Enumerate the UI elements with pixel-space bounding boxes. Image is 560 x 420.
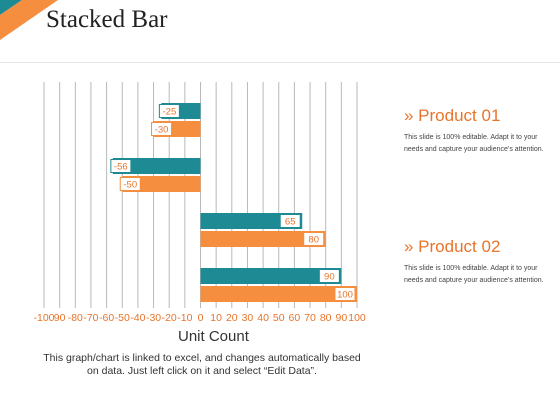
teal-bar — [200, 268, 342, 284]
teal-bar — [200, 213, 303, 229]
x-tick-label: 80 — [320, 312, 332, 324]
orange-bar — [200, 231, 326, 247]
data-label: 90 — [324, 272, 335, 283]
x-tick-label: -50 — [115, 312, 130, 324]
slide-title: Stacked Bar — [46, 6, 168, 33]
header-divider — [0, 62, 560, 63]
x-tick-label: 90 — [336, 312, 348, 324]
x-tick-label: 30 — [242, 312, 254, 324]
teal-bar — [112, 158, 201, 174]
x-tick-label: 70 — [304, 312, 316, 324]
product-01-title: » Product 01 — [404, 106, 501, 125]
data-label: 100 — [337, 290, 353, 301]
corner-accent-band — [0, 0, 58, 40]
x-tick-label: 10 — [210, 312, 222, 324]
orange-bar — [200, 286, 357, 302]
product-01-text: This slide is 100% editable. Adapt it to… — [404, 134, 544, 153]
orange-corner-stripe — [0, 0, 58, 40]
x-tick-label: 40 — [257, 312, 269, 324]
x-tick-label: -30 — [146, 312, 161, 324]
data-label-box — [279, 214, 301, 228]
x-tick-label: -100 — [33, 312, 54, 324]
data-label: -30 — [155, 125, 169, 136]
product-02-title: » Product 02 — [404, 237, 501, 256]
data-label-box — [119, 177, 141, 191]
x-tick-label: -70 — [83, 312, 98, 324]
data-label-box — [110, 159, 132, 173]
x-tick-label: 50 — [273, 312, 285, 324]
chart-caption: This graph/chart is linked to excel, and… — [43, 352, 361, 377]
data-label: 65 — [285, 217, 296, 228]
x-tick-label: 20 — [226, 312, 238, 324]
product-02-text: This slide is 100% editable. Adapt it to… — [404, 265, 544, 284]
x-tick-label: -40 — [130, 312, 145, 324]
x-tick-label: 100 — [348, 312, 366, 324]
data-label-box — [158, 104, 180, 118]
x-axis-title: Unit Count — [178, 328, 249, 345]
data-label: -25 — [163, 107, 177, 118]
x-tick-label: -20 — [162, 312, 177, 324]
orange-bar — [122, 176, 201, 192]
x-tick-label: 60 — [289, 312, 301, 324]
product-02-block: » Product 02 This slide is 100% editable… — [404, 237, 554, 287]
x-tick-label: 90 — [54, 312, 66, 324]
data-label: -50 — [123, 180, 137, 191]
x-tick-label: -60 — [99, 312, 114, 324]
data-label: -56 — [114, 162, 128, 173]
data-label-box — [334, 287, 356, 301]
product-01-block: » Product 01 This slide is 100% editable… — [404, 106, 554, 156]
data-label-box — [303, 232, 325, 246]
data-label-box — [318, 269, 340, 283]
data-label-box — [151, 122, 173, 136]
x-tick-label: -80 — [68, 312, 83, 324]
x-tick-label: 0 — [198, 312, 204, 324]
data-label: 80 — [308, 235, 319, 246]
x-tick-label: -10 — [177, 312, 192, 324]
